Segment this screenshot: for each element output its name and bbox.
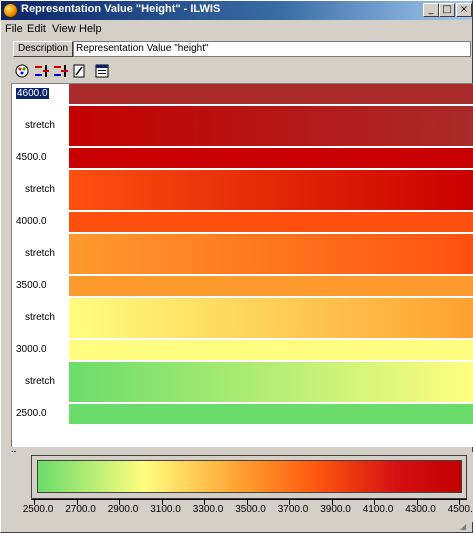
limit-color-band[interactable] (69, 212, 473, 232)
legend-tick (289, 499, 290, 505)
toolbar (13, 61, 143, 81)
stretch-color-band[interactable] (69, 106, 473, 146)
stretch-label[interactable]: stretch (12, 362, 68, 402)
stretch-label[interactable]: stretch (12, 234, 68, 274)
legend-tick-label: 3900.0 (320, 504, 351, 515)
title-bar[interactable]: Representation Value "Height" - ILWIS _ … (1, 1, 472, 20)
description-row: Description Representation Value "height… (1, 39, 472, 59)
delete-limit-icon[interactable] (51, 62, 69, 80)
limit-color-band[interactable] (69, 276, 473, 296)
limit-value-label[interactable]: 4000.0 (12, 212, 68, 232)
legend-tick (119, 499, 120, 505)
row-label-text: stretch (24, 184, 55, 195)
menu-help[interactable]: Help (79, 23, 102, 35)
legend-tick-label: 3100.0 (150, 504, 181, 515)
stretch-label[interactable]: stretch (12, 106, 68, 146)
window-title: Representation Value "Height" - ILWIS (21, 3, 221, 15)
legend-tick (34, 499, 35, 505)
legend-tick (161, 499, 163, 505)
row-label-text: stretch (24, 312, 55, 323)
row-label-text: 4000.0 (16, 216, 47, 227)
legend-tick-label: 4100.0 (362, 504, 394, 515)
stretch-color-band[interactable] (69, 362, 473, 402)
limit-color-band[interactable] (69, 148, 473, 168)
legend-tick (246, 499, 248, 505)
legend-tick (416, 499, 418, 505)
limit-color-band[interactable] (69, 340, 473, 360)
description-input[interactable]: Representation Value "height" (73, 41, 471, 57)
legend-tick-label: 2900.0 (107, 504, 139, 515)
legend-tick (204, 499, 205, 505)
stretch-label[interactable]: stretch (12, 298, 68, 338)
description-button[interactable]: Description (13, 41, 73, 57)
legend-tick (331, 499, 333, 505)
legend-axis (31, 499, 467, 500)
limit-value-label[interactable]: 3000.0 (12, 340, 68, 360)
stretch-color-band[interactable] (69, 170, 473, 210)
legend-tick (76, 499, 78, 505)
color-table-panel: 4600.0 stretch 4500.0 stretch 4000.0 stretch 3… (11, 83, 473, 447)
minimize-button[interactable]: _ (423, 3, 439, 17)
legend-tick-label: 2500.0 (22, 504, 54, 515)
legend-panel: 2500.0 2700.0 2900.0 3100.0 3300.0 3500.0 3700… (11, 452, 473, 522)
legend-tick (459, 499, 460, 505)
legend-frame (31, 455, 467, 499)
status-bar: ◢ (1, 522, 472, 532)
maximize-button[interactable]: □ (439, 3, 455, 17)
legend-tick-label: 3500.0 (235, 504, 266, 515)
row-label-text: 3000.0 (16, 344, 47, 355)
menu-file[interactable]: File (5, 23, 23, 35)
legend-tick-label: 3300.0 (192, 504, 224, 515)
row-label-text: 4600.0 (16, 88, 49, 99)
menu-bar: File Edit View Help (1, 21, 472, 37)
limit-value-label[interactable]: 4500.0 (12, 148, 68, 168)
legend-tick-label: 2700.0 (65, 504, 96, 515)
limit-color-band[interactable] (69, 404, 473, 424)
row-label-text: 3500.0 (16, 280, 47, 291)
edit-icon[interactable] (70, 62, 88, 80)
stretch-color-band[interactable] (69, 298, 473, 338)
add-color-icon[interactable] (13, 62, 31, 80)
limit-value-label[interactable]: 4600.0 (12, 84, 68, 104)
resize-grip-icon[interactable]: ◢ (460, 522, 467, 531)
row-label-text: stretch (24, 248, 55, 259)
properties-icon[interactable] (93, 62, 111, 80)
limit-color-band[interactable] (69, 84, 473, 104)
limit-value-label[interactable]: 2500.0 (12, 404, 68, 424)
menu-edit[interactable]: Edit (27, 23, 46, 35)
menu-view[interactable]: View (52, 23, 76, 35)
limit-value-label[interactable]: 3500.0 (12, 276, 68, 296)
row-label-text: 2500.0 (16, 408, 47, 419)
stretch-color-band[interactable] (69, 234, 473, 274)
close-button[interactable]: × (456, 3, 472, 17)
row-label-text: 4500.0 (16, 152, 47, 163)
row-label-text: stretch (24, 120, 55, 131)
row-label-text: stretch (24, 376, 55, 387)
legend-tick-label: 4500.0 (447, 504, 473, 515)
legend-tick-label: 4300.0 (405, 504, 436, 515)
insert-limit-icon[interactable] (32, 62, 50, 80)
legend-tick-label: 3700.0 (277, 504, 309, 515)
ilwis-app-icon[interactable] (3, 3, 18, 18)
color-ramp-bar (37, 460, 462, 493)
stretch-label[interactable]: stretch (12, 170, 68, 210)
legend-tick (374, 499, 375, 505)
